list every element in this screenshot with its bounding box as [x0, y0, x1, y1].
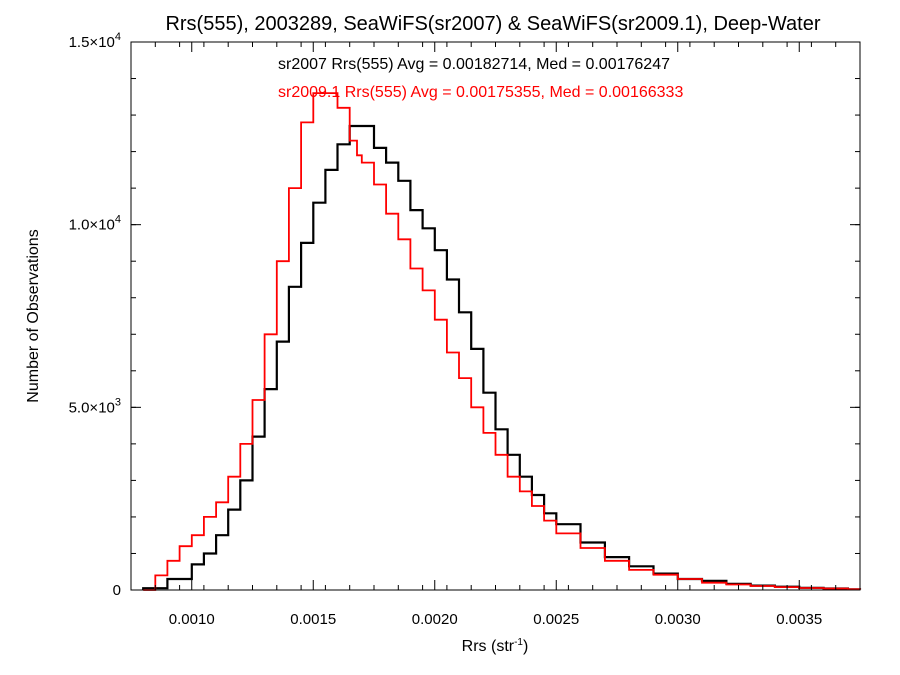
x-axis-label-sup: -1	[514, 637, 523, 648]
y-axis-label: Number of Observations	[25, 229, 42, 402]
chart-title: Rrs(555), 2003289, SeaWiFS(sr2007) & Sea…	[165, 13, 820, 35]
annotation-sr2009: sr2009.1 Rrs(555) Avg = 0.00175355, Med …	[278, 84, 683, 101]
series-line-sr2009-1	[143, 92, 861, 591]
y-tick-label: 1.0×104	[69, 214, 121, 234]
x-axis-label: Rrs (str-1)	[462, 637, 529, 655]
y-tick-label: 1.5×104	[69, 31, 121, 51]
x-tick-label: 0.0010	[169, 611, 215, 628]
y-tick-label: 0	[113, 582, 121, 599]
x-tick-label: 0.0030	[655, 611, 701, 628]
x-tick-label: 0.0020	[412, 611, 458, 628]
annotation-sr2007: sr2007 Rrs(555) Avg = 0.00182714, Med = …	[278, 56, 670, 73]
x-tick-label: 0.0025	[533, 611, 579, 628]
x-axis-label-end: )	[523, 638, 528, 655]
y-tick-label: 5.0×103	[69, 396, 121, 416]
x-axis-label-main: Rrs (str	[462, 638, 515, 655]
x-tick-label: 0.0035	[776, 611, 822, 628]
x-tick-label: 0.0015	[290, 611, 336, 628]
